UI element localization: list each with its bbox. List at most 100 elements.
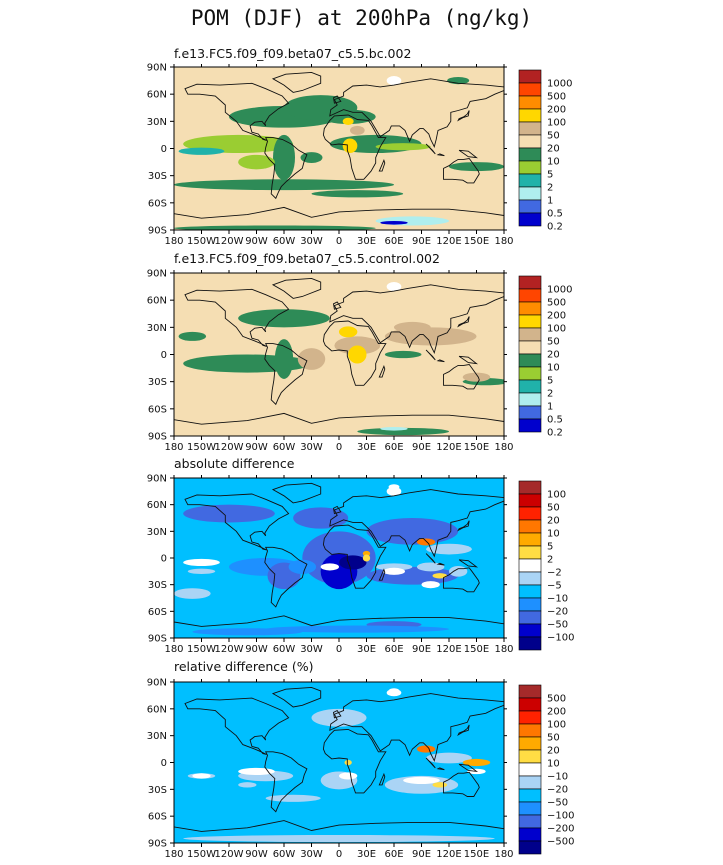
colorbar-label: −20 <box>547 785 568 796</box>
contour-region <box>334 336 381 355</box>
contour-region <box>416 562 445 572</box>
colorbar-label: 1 <box>547 196 553 207</box>
colorbar-swatch <box>518 597 542 612</box>
colorbar-swatch <box>518 379 542 394</box>
coastline <box>443 158 480 184</box>
colorbar-label: 500 <box>547 298 566 309</box>
colorbar-label: 0.2 <box>547 428 563 439</box>
colorbar: 100 50 20 10 5 2 −2 −5 −10 −20 −50 −100 <box>518 480 574 651</box>
colorbar-label: −20 <box>547 607 568 618</box>
panel-title: f.e13.FC5.f09_f09.beta07_c5.5.bc.002 <box>174 46 411 61</box>
coastline <box>458 149 479 159</box>
x-tick-label: 120W <box>215 849 244 860</box>
y-tick-label: 60S <box>148 607 167 618</box>
colorbar-swatch <box>518 121 542 136</box>
colorbar-swatch <box>518 710 542 725</box>
contour-region <box>449 566 468 577</box>
colorbar-label: 1000 <box>547 285 572 296</box>
y-tick-label: 0 <box>161 350 167 361</box>
contour-region <box>386 282 402 292</box>
coastline <box>436 767 445 771</box>
x-tick-label: 120E <box>436 442 461 453</box>
x-tick-label: 30W <box>300 644 323 655</box>
colorbar-label: 10 <box>547 529 560 540</box>
colorbar-swatch <box>518 288 542 303</box>
colorbar: 1000 500 200 100 50 20 10 5 2 1 0.5 0.2 <box>518 275 572 439</box>
coastline <box>333 505 342 515</box>
colorbar-swatch <box>518 186 542 201</box>
x-tick-label: 60W <box>273 442 296 453</box>
contour-region <box>386 76 402 86</box>
colorbar-label: −100 <box>547 633 574 644</box>
coastline <box>443 771 480 797</box>
colorbar-swatch <box>518 314 542 329</box>
contour-region <box>342 117 354 125</box>
y-tick-label: 60N <box>147 90 167 101</box>
colorbar-swatch <box>518 736 542 751</box>
contour-region <box>300 152 323 163</box>
y-tick-label: 30N <box>147 527 167 538</box>
x-tick-label: 90W <box>245 236 268 247</box>
coastline <box>264 343 308 406</box>
colorbar-label: 10 <box>547 363 560 374</box>
colorbar-label: 50 <box>547 131 560 142</box>
contour-field <box>174 682 504 843</box>
y-tick-label: 60N <box>147 704 167 715</box>
contour-region <box>238 154 275 170</box>
x-tick-label: 120E <box>436 236 461 247</box>
colorbar-swatch <box>518 108 542 123</box>
colorbar-swatch <box>518 840 542 855</box>
x-tick-label: 60E <box>384 442 403 453</box>
x-tick-label: 150E <box>464 442 489 453</box>
contour-region <box>339 555 367 570</box>
coastline <box>174 615 504 638</box>
x-tick-label: 150E <box>464 849 489 860</box>
colorbar-label: 50 <box>547 337 560 348</box>
contour-region <box>288 559 317 575</box>
coastline <box>333 301 342 310</box>
colorbar-swatch <box>518 82 542 97</box>
coastline <box>436 153 445 157</box>
x-tick-label: 30E <box>357 442 376 453</box>
contour-region <box>394 321 431 333</box>
x-tick-label: 180 <box>494 236 513 247</box>
y-tick-label: 30S <box>148 580 167 591</box>
coastline <box>322 320 387 386</box>
colorbar-swatch <box>518 366 542 381</box>
x-tick-label: 60W <box>273 236 296 247</box>
y-tick-label: 90S <box>148 634 167 645</box>
coastline <box>457 724 470 736</box>
colorbar-swatch <box>518 327 542 342</box>
coastline <box>443 364 480 390</box>
contour-region <box>384 350 422 359</box>
colorbar-swatch <box>518 418 542 433</box>
panel-1: f.e13.FC5.f09_f09.beta07_c5.5.bc.002 180 1… <box>147 46 573 247</box>
x-tick-label: 120E <box>436 849 461 860</box>
contour-region <box>344 759 352 766</box>
colorbar-swatch <box>518 584 542 599</box>
contour-region <box>403 776 440 784</box>
x-tick-label: 60E <box>384 644 403 655</box>
colorbar-label: −100 <box>547 811 574 822</box>
x-tick-label: 120E <box>436 644 461 655</box>
colorbar-label: 0.2 <box>547 222 563 233</box>
coastline <box>378 159 386 172</box>
x-tick-label: 150E <box>464 236 489 247</box>
colorbar-label: 100 <box>547 490 566 501</box>
x-tick-label: 180 <box>164 849 183 860</box>
contour-region <box>174 225 376 230</box>
colorbar-swatch <box>518 623 542 638</box>
contour-region <box>348 345 367 364</box>
y-tick-label: 0 <box>161 758 167 769</box>
colorbar-swatch <box>518 160 542 175</box>
contour-region <box>416 538 436 546</box>
coastline <box>264 751 308 813</box>
x-tick-label: 90W <box>245 442 268 453</box>
contour-field <box>174 67 504 230</box>
x-tick-label: 60E <box>384 849 403 860</box>
colorbar-swatch <box>518 134 542 149</box>
colorbar-label: 2 <box>547 183 553 194</box>
coastline <box>329 284 504 354</box>
x-tick-label: 30W <box>300 236 323 247</box>
